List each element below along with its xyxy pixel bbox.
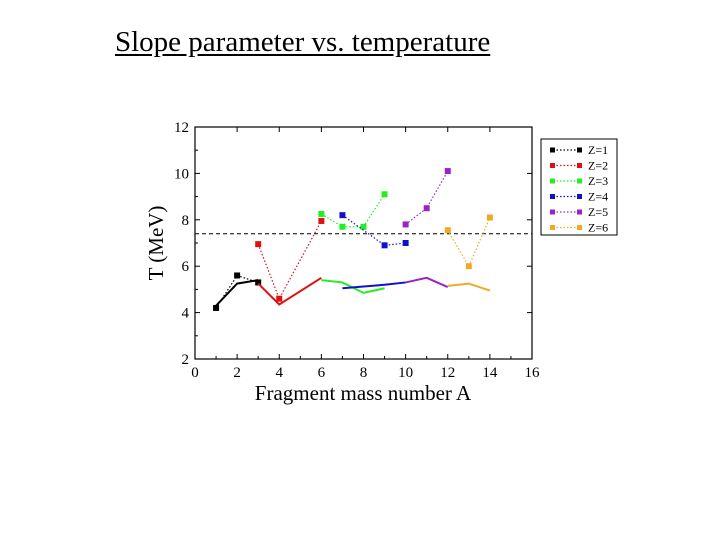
- series-z-6: [444, 214, 493, 292]
- legend-label: Z=5: [588, 205, 608, 219]
- legend-marker: [550, 225, 555, 230]
- legend-marker: [577, 163, 582, 168]
- legend-label: Z=6: [588, 221, 608, 235]
- x-tick-label: 16: [525, 365, 541, 381]
- data-point: [444, 168, 451, 175]
- dotted-line: [447, 217, 491, 268]
- x-tick-label: 14: [482, 365, 498, 381]
- legend-marker: [550, 147, 555, 153]
- series-z-3: [318, 191, 388, 294]
- x-tick-label: 0: [191, 365, 199, 381]
- solid-line: [215, 279, 259, 307]
- legend-marker: [550, 194, 555, 199]
- legend-marker: [550, 163, 555, 168]
- solid-line: [342, 281, 406, 290]
- data-point: [423, 205, 430, 212]
- data-point: [486, 214, 493, 221]
- dotted-line: [405, 170, 449, 225]
- legend-label: Z=1: [588, 143, 608, 157]
- legend-label: Z=2: [588, 159, 608, 173]
- x-tick-label: 4: [276, 365, 284, 381]
- legend-marker: [577, 147, 582, 153]
- legend-item: Z=3: [550, 174, 608, 188]
- y-tick-label: 10: [174, 166, 189, 182]
- data-point: [255, 279, 262, 286]
- y-axis-title: T (MeV): [144, 206, 168, 281]
- y-tick-label: 6: [182, 259, 190, 275]
- data-point: [339, 223, 346, 230]
- series-z-1: [213, 272, 262, 311]
- y-tick-label: 8: [182, 213, 190, 229]
- data-point: [381, 242, 388, 249]
- legend-marker: [550, 209, 555, 215]
- data-point: [465, 263, 472, 270]
- data-point: [381, 191, 388, 198]
- data-point: [402, 221, 409, 228]
- series-layer: [213, 168, 493, 311]
- legend-item: Z=4: [550, 190, 608, 204]
- solid-line: [405, 276, 449, 288]
- legend-marker: [577, 194, 582, 199]
- legend-items: Z=1 Z=2Z=3 Z=4Z=5 Z=6: [550, 143, 608, 235]
- dotted-line: [321, 193, 386, 228]
- legend-item: Z=2: [550, 159, 608, 173]
- data-point: [339, 212, 346, 219]
- x-tick-label: 12: [440, 365, 455, 381]
- plot-frame: [194, 126, 533, 360]
- legend-item: Z=1: [550, 143, 608, 157]
- data-point: [360, 223, 367, 230]
- data-point: [444, 227, 451, 234]
- x-axis-title: Fragment mass number A: [255, 381, 472, 405]
- x-tick-label: 2: [233, 365, 241, 381]
- data-point: [255, 241, 262, 248]
- data-point: [318, 211, 325, 217]
- legend-marker: [577, 225, 582, 230]
- x-tick-label: 10: [398, 365, 413, 381]
- legend-marker: [577, 209, 582, 215]
- slide-title: Slope parameter vs. temperature: [115, 26, 491, 58]
- legend-item: Z=6: [550, 221, 608, 235]
- data-point: [234, 272, 241, 279]
- solid-line: [447, 282, 491, 292]
- legend-box: [540, 138, 618, 236]
- legend-item: Z=5: [550, 205, 608, 219]
- x-tick-label: 8: [360, 365, 368, 381]
- solid-line: [257, 276, 322, 306]
- y-tick-label: 12: [174, 120, 189, 136]
- dotted-line: [257, 220, 322, 301]
- y-tick-label: 4: [182, 306, 190, 322]
- data-point: [318, 217, 325, 224]
- series-z-4: [339, 212, 409, 290]
- x-tick-label: 6: [318, 365, 326, 381]
- data-point: [276, 295, 283, 302]
- y-tick-label: 2: [182, 352, 190, 368]
- legend-marker: [577, 178, 582, 184]
- legend-label: Z=4: [588, 190, 608, 204]
- series-z-2: [255, 217, 325, 306]
- legend-label: Z=3: [588, 174, 608, 188]
- legend-marker: [550, 178, 555, 184]
- dotted-line: [342, 214, 406, 246]
- series-z-5: [402, 168, 451, 288]
- data-point: [213, 304, 220, 311]
- legend: Z=1 Z=2Z=3 Z=4Z=5 Z=6: [540, 138, 618, 236]
- data-point: [402, 240, 409, 246]
